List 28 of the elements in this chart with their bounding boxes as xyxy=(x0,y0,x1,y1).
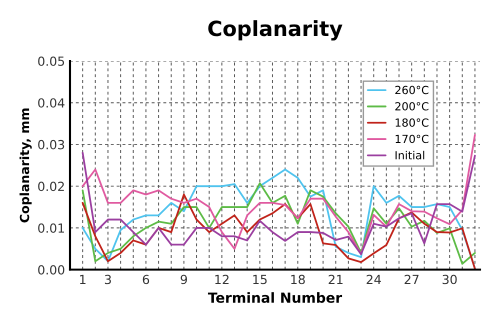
x-tick-label: 18 xyxy=(291,274,305,284)
legend-label: 180°C xyxy=(396,118,428,127)
y-tick-label: 0.01 xyxy=(38,223,64,233)
x-tick-label: 6 xyxy=(142,274,150,284)
legend-label: 260°C xyxy=(395,86,428,94)
y-tick-label: 0.04 xyxy=(38,98,64,108)
x-tick-label: 27 xyxy=(404,274,419,284)
x-tick-label: 1 xyxy=(80,274,86,284)
line-series xyxy=(82,194,476,270)
x-tick-label: 24 xyxy=(366,274,381,284)
line-series xyxy=(82,168,476,270)
line-series xyxy=(82,182,476,265)
y-axis-title: Coplanarity, mm xyxy=(20,108,32,222)
y-tick-label: 0.03 xyxy=(38,140,64,150)
chart-title: Coplanarity xyxy=(208,20,342,40)
x-tick-label: 21 xyxy=(328,274,343,284)
legend-label: 170°C xyxy=(396,134,428,144)
x-axis-title: Terminal Number xyxy=(208,292,342,303)
x-tick-label: 30 xyxy=(442,274,457,284)
legend-label: Initial xyxy=(396,150,424,160)
x-tick-label: 12 xyxy=(215,274,229,284)
y-tick-label: 0.00 xyxy=(38,265,64,275)
y-tick-label: 0.05 xyxy=(38,56,64,66)
x-tick-label: 15 xyxy=(253,274,267,284)
legend-label: 200°C xyxy=(395,102,428,111)
x-tick-label: 9 xyxy=(180,274,187,284)
x-tick-label: 3 xyxy=(104,274,111,284)
y-tick-label: 0.02 xyxy=(38,182,64,192)
